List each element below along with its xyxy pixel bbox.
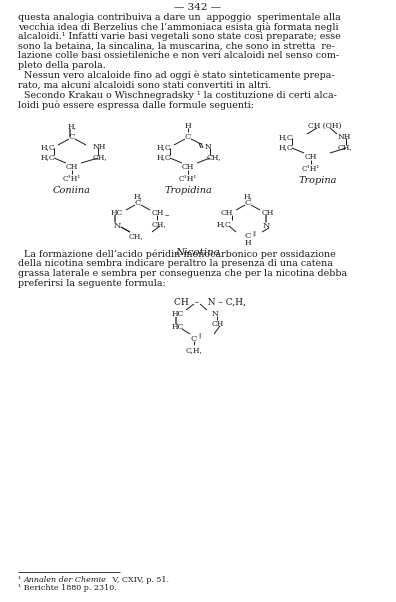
Text: sono la betaina, la sincalina, la muscarina, che sono in stretta  re-: sono la betaina, la sincalina, la muscar… [18, 42, 335, 51]
Text: H,C: H,C [279, 143, 293, 151]
Text: C¹H¹: C¹H¹ [179, 175, 197, 183]
Text: H,: H, [244, 192, 253, 200]
Text: Tropina: Tropina [299, 176, 337, 185]
Text: H,: H, [133, 192, 143, 200]
Text: H,C: H,C [157, 143, 171, 151]
Text: Nessun vero alcaloide fino ad oggi è stato sinteticamente prepa-: Nessun vero alcaloide fino ad oggi è sta… [18, 70, 335, 80]
Text: della nicotina sembra indicare peraltro la presenza di una catena: della nicotina sembra indicare peraltro … [18, 259, 333, 268]
Text: vecchia idea di Berzelius che l’ammoniaca esista già formata negli: vecchia idea di Berzelius che l’ammoniac… [18, 22, 339, 31]
Text: N: N [113, 222, 121, 230]
Text: Nicotina: Nicotina [175, 248, 221, 257]
Text: CH,: CH, [93, 153, 108, 161]
Text: HC: HC [172, 323, 184, 331]
Text: CH,: CH, [129, 232, 143, 240]
Text: Annalen der Chemie: Annalen der Chemie [24, 576, 107, 584]
Text: C¹H¹: C¹H¹ [63, 175, 81, 183]
Text: ‖: ‖ [174, 316, 178, 324]
Text: V, CXIV, p. 51.: V, CXIV, p. 51. [110, 576, 169, 584]
Text: C: C [245, 232, 251, 240]
Text: — 342 —: — 342 — [174, 3, 222, 12]
Text: C¹H¹: C¹H¹ [302, 165, 320, 173]
Text: H: H [185, 122, 191, 130]
Text: Tropidina: Tropidina [164, 186, 212, 195]
Text: ¹: ¹ [18, 576, 24, 584]
Text: H,C: H,C [41, 153, 55, 161]
Text: CH: CH [262, 209, 274, 217]
Text: C: C [135, 199, 141, 207]
Text: N: N [212, 310, 219, 318]
Text: CH,: CH, [152, 220, 167, 228]
Text: H,C: H,C [41, 143, 55, 151]
Text: N: N [263, 222, 270, 230]
Text: C,H,: C,H, [186, 346, 202, 354]
Text: lazione colle basi ossietileniche e non veri alcaloidi nel senso com-: lazione colle basi ossietileniche e non … [18, 51, 339, 60]
Text: CH: CH [305, 153, 317, 161]
Text: CH (OH): CH (OH) [308, 122, 342, 130]
Text: Secondo Krakau o Wischnegradsky ¹ la costituzione di certi alca-: Secondo Krakau o Wischnegradsky ¹ la cos… [18, 91, 337, 100]
Text: C: C [69, 133, 75, 141]
Text: HC: HC [111, 209, 123, 217]
Text: HC: HC [172, 310, 184, 318]
Text: alcaloidi.¹ Infatti varie basi vegetali sono state così preparate; esse: alcaloidi.¹ Infatti varie basi vegetali … [18, 31, 341, 41]
Text: NH: NH [338, 133, 351, 141]
Text: ‖: ‖ [264, 215, 268, 223]
Text: ‖: ‖ [113, 215, 117, 223]
Text: preferirsi la seguente formula:: preferirsi la seguente formula: [18, 279, 166, 288]
Text: pleto della parola.: pleto della parola. [18, 60, 106, 69]
Text: CH: CH [66, 163, 78, 171]
Text: –: – [162, 211, 172, 220]
Text: ‖: ‖ [198, 333, 201, 338]
Text: CH: CH [221, 209, 233, 217]
Text: rato, ma alcuni alcaloidi sono stati convertiti in altri.: rato, ma alcuni alcaloidi sono stati con… [18, 81, 271, 90]
Text: grassa laterale e sembra per conseguenza che per la nicotina debba: grassa laterale e sembra per conseguenza… [18, 269, 347, 278]
Text: N: N [205, 143, 212, 151]
Text: CH: CH [152, 209, 164, 217]
Text: H,C: H,C [157, 153, 171, 161]
Text: CH,: CH, [338, 143, 353, 151]
Text: H,: H, [67, 122, 76, 130]
Text: CH: CH [182, 163, 194, 171]
Text: C: C [245, 199, 251, 207]
Text: H,C: H,C [217, 220, 231, 228]
Text: CH  –   N – C,H,: CH – N – C,H, [174, 298, 246, 307]
Text: C: C [185, 133, 191, 141]
Text: CH: CH [212, 320, 225, 328]
Text: NH: NH [93, 143, 107, 151]
Text: CH,: CH, [207, 153, 222, 161]
Text: ‖: ‖ [68, 128, 72, 137]
Text: C: C [191, 335, 197, 343]
Text: H: H [245, 239, 251, 247]
Text: La formazione dell’acido péridin-monocarbonico per ossidazione: La formazione dell’acido péridin-monocar… [18, 249, 336, 259]
Text: ‖: ‖ [252, 230, 255, 235]
Text: questa analogia contribuiva a dare un  appoggio  sperimentale alla: questa analogia contribuiva a dare un ap… [18, 13, 341, 22]
Text: Coniina: Coniina [53, 186, 91, 195]
Text: loidi può essere espressa dalle formule seguenti:: loidi può essere espressa dalle formule … [18, 100, 254, 110]
Text: ¹ Berichte 1880 p. 2310.: ¹ Berichte 1880 p. 2310. [18, 584, 117, 592]
Text: H,C: H,C [279, 133, 293, 141]
